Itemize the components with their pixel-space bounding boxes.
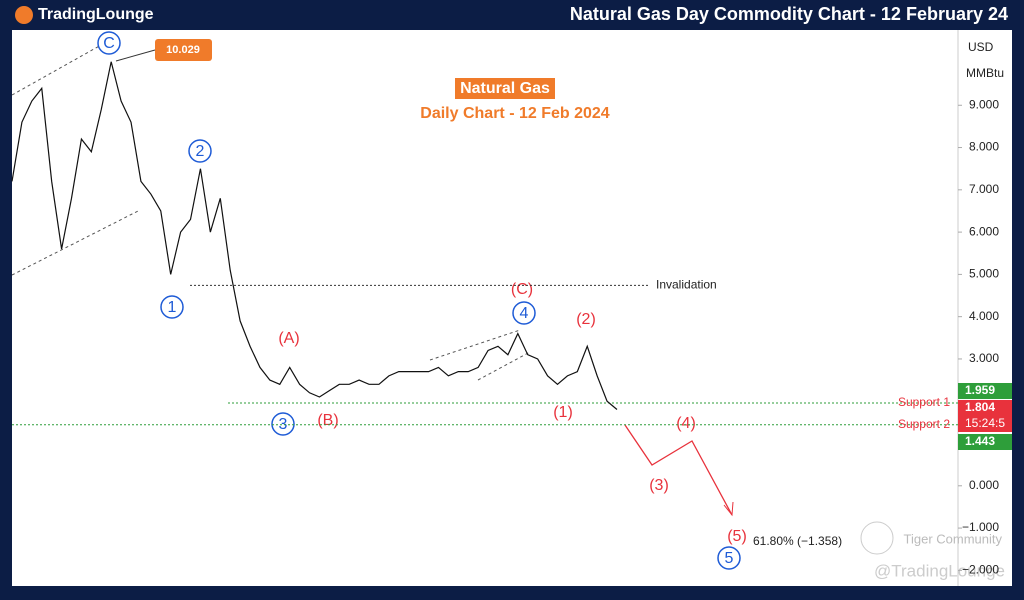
y-tick-label: 3.000: [969, 351, 999, 365]
channel: [11, 39, 531, 381]
wave-label: 4: [520, 305, 529, 322]
brand: TradingLounge: [38, 6, 154, 23]
y-tick-label: 7.000: [969, 182, 999, 196]
watermark-logo: [860, 521, 894, 555]
wave-label: (A): [278, 330, 299, 347]
price-box: [958, 416, 1012, 432]
y-tick-label: 9.000: [969, 97, 999, 111]
currency: USD: [968, 40, 994, 54]
subtitle: Daily Chart - 12 Feb 2024: [420, 105, 610, 122]
wave-label: C: [103, 35, 115, 52]
brand-logo: [15, 6, 33, 24]
wave-label: 1: [168, 299, 177, 316]
level-name: Support 1: [898, 395, 950, 409]
wave-label: (3): [649, 477, 669, 494]
wave-label: 2: [196, 143, 205, 160]
y-tick-label: 8.000: [969, 140, 999, 154]
wave-circle: [512, 301, 536, 325]
projection-arrow: [723, 501, 734, 517]
price-box: [958, 400, 1012, 416]
wave-circle: [97, 31, 121, 55]
wave-label: (4): [676, 415, 696, 432]
y-tick-label: 6.000: [969, 224, 999, 238]
subtitle-box: [455, 78, 555, 99]
peak-box: [155, 39, 212, 61]
y-tick-label: 5.000: [969, 267, 999, 281]
price-label: 1.443: [965, 434, 995, 448]
price-label: 1.959: [965, 383, 995, 397]
level-name: Invalidation: [656, 278, 717, 292]
wave-circle: [717, 546, 741, 570]
projection: [624, 424, 733, 516]
wave-circle: [160, 295, 184, 319]
wave-label: (1): [553, 404, 573, 421]
level-name: Support 2: [898, 417, 950, 431]
wave-label: 3: [279, 416, 288, 433]
wave-label: (5): [727, 528, 747, 545]
y-tick-label: 4.000: [969, 309, 999, 323]
unit: MMBtu: [966, 66, 1004, 80]
price-box: [958, 383, 1012, 399]
fib-label: 61.80% (−1.358): [753, 534, 842, 548]
wave-label: (2): [576, 311, 596, 328]
watermark: Tiger Community: [904, 531, 1003, 546]
price-box: [958, 434, 1012, 450]
price-label: 15:24:5: [965, 416, 1005, 430]
subtitle: Natural Gas: [460, 80, 550, 97]
wave-label: (C): [511, 281, 533, 298]
peak-label: 10.029: [166, 44, 200, 56]
peak-pointer: [115, 49, 156, 62]
wave-label: 5: [725, 550, 734, 567]
wave-circle: [188, 139, 212, 163]
chart-title: Natural Gas Day Commodity Chart - 12 Feb…: [570, 4, 1008, 24]
y-tick-label: −1.000: [962, 520, 999, 534]
y-tick-label: 0.000: [969, 478, 999, 492]
wave-circle: [271, 412, 295, 436]
price-line: [11, 61, 618, 410]
wave-label: (B): [317, 412, 338, 429]
price-label: 1.804: [965, 400, 995, 414]
y-tick-label: −2.000: [962, 563, 999, 577]
watermark: @TradingLounge: [874, 561, 1005, 580]
